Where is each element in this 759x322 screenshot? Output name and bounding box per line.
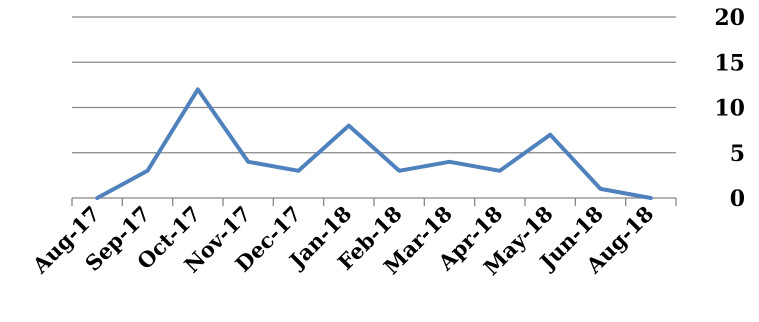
gridlines bbox=[72, 16, 676, 154]
x-axis bbox=[71, 197, 677, 206]
y-axis-tick-labels: 0 5 10 15 20 bbox=[714, 5, 745, 212]
series-line-group bbox=[95, 87, 653, 200]
y-tick-label-15: 15 bbox=[714, 50, 745, 76]
y-tick-label-5: 5 bbox=[730, 141, 745, 167]
y-tick-label-20: 20 bbox=[714, 5, 745, 31]
y-tick-label-0: 0 bbox=[730, 186, 745, 212]
y-tick-label-10: 10 bbox=[714, 96, 745, 122]
series-line-0 bbox=[95, 87, 653, 200]
x-axis-tick-labels: Aug-17Sep-17Oct-17Nov-17Dec-17Jan-18Feb-… bbox=[27, 201, 659, 280]
